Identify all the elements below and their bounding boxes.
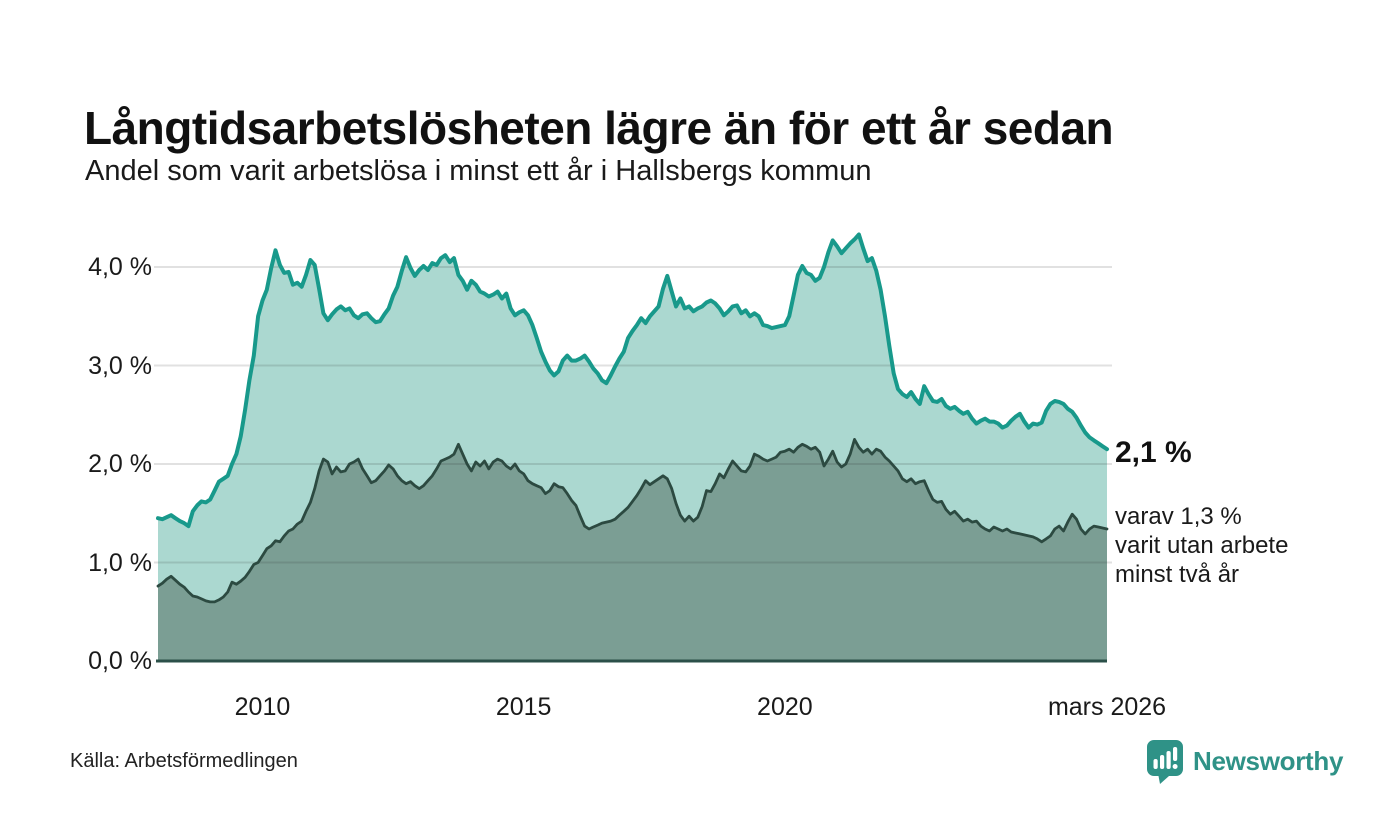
y-tick-label: 1,0 % bbox=[88, 548, 152, 577]
page-title: Långtidsarbetslösheten lägre än för ett … bbox=[84, 101, 1114, 154]
latest-value-annotation: 2,1 % bbox=[1115, 436, 1192, 469]
secondary-annotation-line: varav 1,3 % bbox=[1115, 503, 1242, 530]
series-line-0 bbox=[156, 232, 1109, 529]
y-tick-label: 3,0 % bbox=[88, 351, 152, 380]
y-tick-label: 4,0 % bbox=[88, 253, 152, 281]
secondary-annotation-line: varit utan arbete bbox=[1115, 532, 1289, 559]
y-tick-label: 2,0 % bbox=[88, 450, 152, 478]
series-line-1 bbox=[156, 438, 1109, 604]
secondary-annotation-line: minst två år bbox=[1115, 561, 1240, 588]
y-tick-label: 0,0 % bbox=[88, 647, 152, 675]
x-tick-label: 2020 bbox=[757, 693, 813, 721]
x-tick-label: mars 2026 bbox=[1047, 693, 1167, 721]
page-subtitle: Andel som varit arbetslösa i minst ett å… bbox=[85, 155, 872, 187]
x-tick-label: 2010 bbox=[234, 693, 291, 721]
newsworthy-speech-bubble-icon bbox=[1147, 740, 1183, 784]
source-note: Källa: Arbetsförmedlingen bbox=[70, 750, 298, 772]
newsworthy-logo[interactable]: Newsworthy bbox=[1145, 738, 1343, 785]
secondary-annotation: varav 1,3 % varit utan arbete minst två … bbox=[1115, 502, 1288, 589]
brand-name: Newsworthy bbox=[1193, 746, 1344, 776]
x-tick-label: 2015 bbox=[495, 693, 552, 721]
series-area-1 bbox=[158, 439, 1107, 661]
